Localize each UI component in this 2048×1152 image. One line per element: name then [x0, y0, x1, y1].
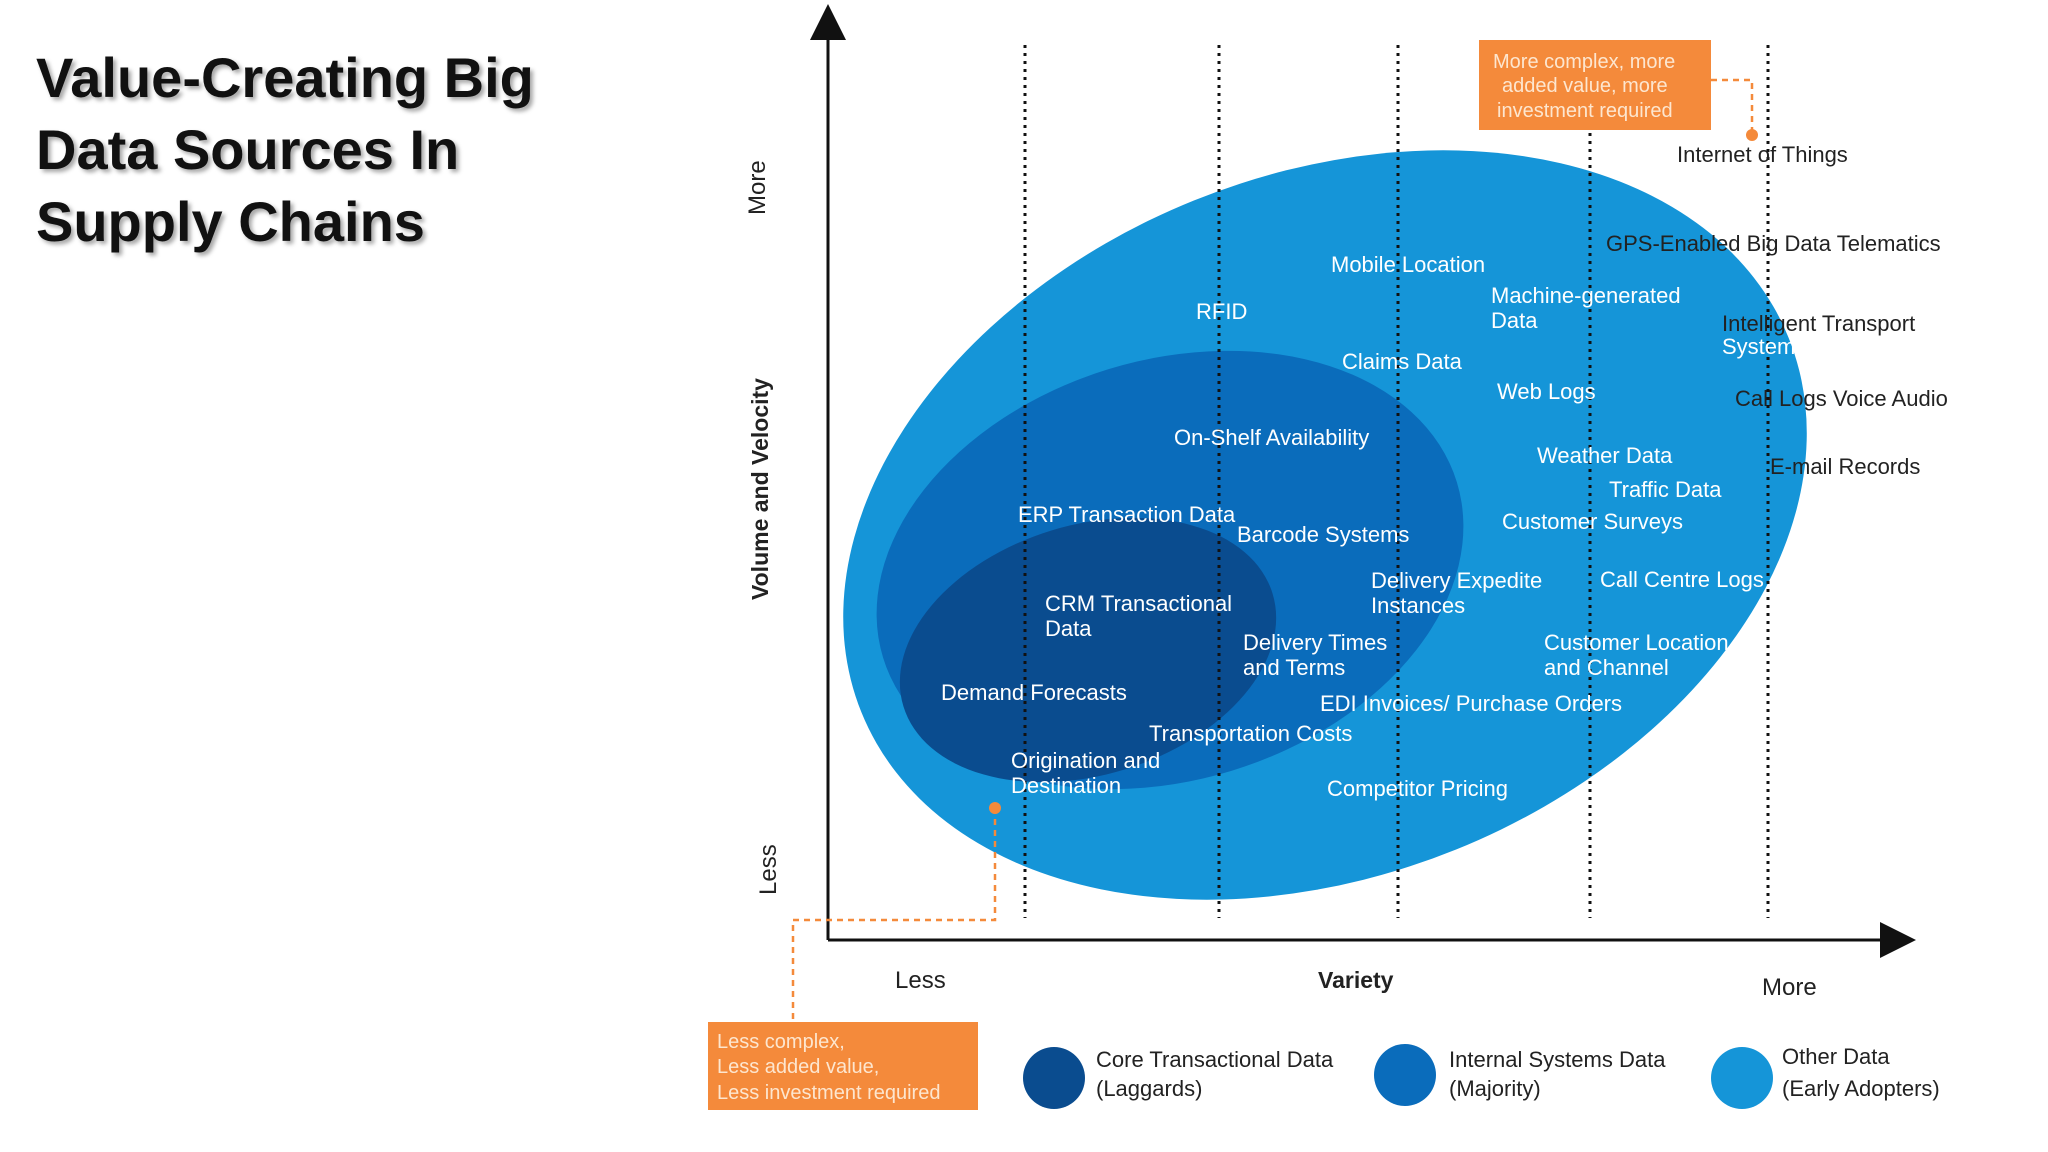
label-origination-2: Destination [1011, 773, 1121, 798]
legend-internal-line-1: Internal Systems Data [1449, 1047, 1666, 1072]
x-less-label: Less [895, 967, 946, 994]
bottom-callout: Less complex, Less added value, Less inv… [708, 802, 1001, 1110]
label-edi-invoices: EDI Invoices/ Purchase Orders [1320, 691, 1622, 716]
label-machine-data-2: Data [1491, 308, 1538, 333]
label-delivery-times: Delivery Times [1243, 630, 1387, 655]
label-intelligent-transport: Intelligent Transport [1722, 311, 1915, 336]
legend-core-line-1: Core Transactional Data [1096, 1047, 1334, 1072]
bottom-callout-line-3: Less investment required [717, 1082, 940, 1104]
label-email-records: E-mail Records [1770, 454, 1920, 479]
label-claims-data: Claims Data [1342, 349, 1463, 374]
legend-swatch-core [1023, 1047, 1085, 1109]
legend-internal-line-2: (Majority) [1449, 1076, 1541, 1101]
core-transactional-region [899, 517, 1277, 783]
core-labels: CRM Transactional Data Demand Forecasts … [941, 591, 1232, 798]
label-crm-data-2: Data [1045, 616, 1092, 641]
title-line-1: Value-Creating Big [36, 46, 534, 109]
legend-other-line-2: (Early Adopters) [1782, 1076, 1940, 1101]
label-origination: Origination and [1011, 748, 1160, 773]
bottom-callout-line-1: Less complex, [717, 1031, 845, 1053]
label-machine-data: Machine-generated [1491, 283, 1681, 308]
label-delivery-times-2: and Terms [1243, 655, 1345, 680]
top-callout-leader [1711, 78, 1754, 134]
label-web-logs: Web Logs [1497, 379, 1596, 404]
label-barcode-systems: Barcode Systems [1237, 522, 1409, 547]
y-more-label: More [744, 160, 771, 215]
title-line-3: Supply Chains [36, 190, 425, 253]
legend-swatch-other [1711, 1047, 1773, 1109]
label-intelligent-transport-2: Systems [1722, 334, 1806, 359]
label-internet-of-things: Internet of Things [1677, 142, 1848, 167]
legend-other-line-1: Other Data [1782, 1044, 1890, 1069]
label-transportation-costs: Transportation Costs [1149, 721, 1352, 746]
top-callout-line-1: More complex, more [1493, 51, 1675, 73]
title-line-2: Data Sources In [36, 118, 460, 181]
label-call-logs-voice-audio: Call Logs Voice Audio [1735, 386, 1948, 411]
bottom-callout-box [708, 1022, 978, 1110]
slide-title: Value-Creating Big Data Sources In Suppl… [36, 42, 656, 258]
legend-core-line-2: (Laggards) [1096, 1076, 1202, 1101]
y-axis-title: Volume and Velocity [747, 378, 773, 600]
top-callout-line-2: added value, more [1502, 75, 1668, 97]
internal-labels: On-Shelf Availability ERP Transaction Da… [1018, 425, 1409, 746]
bottom-callout-line-2: Less added value, [717, 1056, 879, 1078]
label-mobile-location: Mobile Location [1331, 252, 1485, 277]
x-more-label: More [1762, 974, 1817, 1001]
x-axis-title: Variety [1318, 967, 1394, 993]
label-weather-data: Weather Data [1537, 443, 1673, 468]
top-callout: More complex, more added value, more inv… [1479, 40, 1758, 141]
label-erp-transaction-data: ERP Transaction Data [1018, 502, 1236, 527]
label-delivery-expedite: Delivery Expedite [1371, 568, 1542, 593]
y-less-label: Less [755, 844, 782, 895]
bottom-callout-dot [989, 802, 1001, 814]
label-delivery-expedite-2: Instances [1371, 593, 1465, 618]
other-labels: RFID Mobile Location Claims Data Machine… [1196, 142, 1948, 801]
label-gps-telematics: GPS-Enabled Big Data Telematics [1606, 231, 1941, 256]
label-traffic-data: Traffic Data [1609, 477, 1722, 502]
bottom-callout-leader [791, 808, 997, 1022]
legend: Core Transactional Data (Laggards) Inter… [1023, 1044, 1940, 1109]
label-customer-location: Customer Location [1544, 630, 1729, 655]
label-competitor-pricing: Competitor Pricing [1327, 776, 1508, 801]
label-demand-forecasts: Demand Forecasts [941, 680, 1127, 705]
label-customer-location-2: and Channel [1544, 655, 1669, 680]
label-rfid: RFID [1196, 299, 1247, 324]
dotted-gridlines [1023, 45, 1770, 918]
label-customer-surveys: Customer Surveys [1502, 509, 1683, 534]
label-crm-data: CRM Transactional [1045, 591, 1232, 616]
legend-swatch-internal [1374, 1044, 1436, 1106]
top-callout-line-3: investment required [1497, 100, 1673, 122]
top-callout-box [1479, 40, 1711, 130]
top-callout-dot [1746, 129, 1758, 141]
label-on-shelf-availability: On-Shelf Availability [1174, 425, 1369, 450]
label-call-centre-logs: Call Centre Logs [1600, 567, 1764, 592]
